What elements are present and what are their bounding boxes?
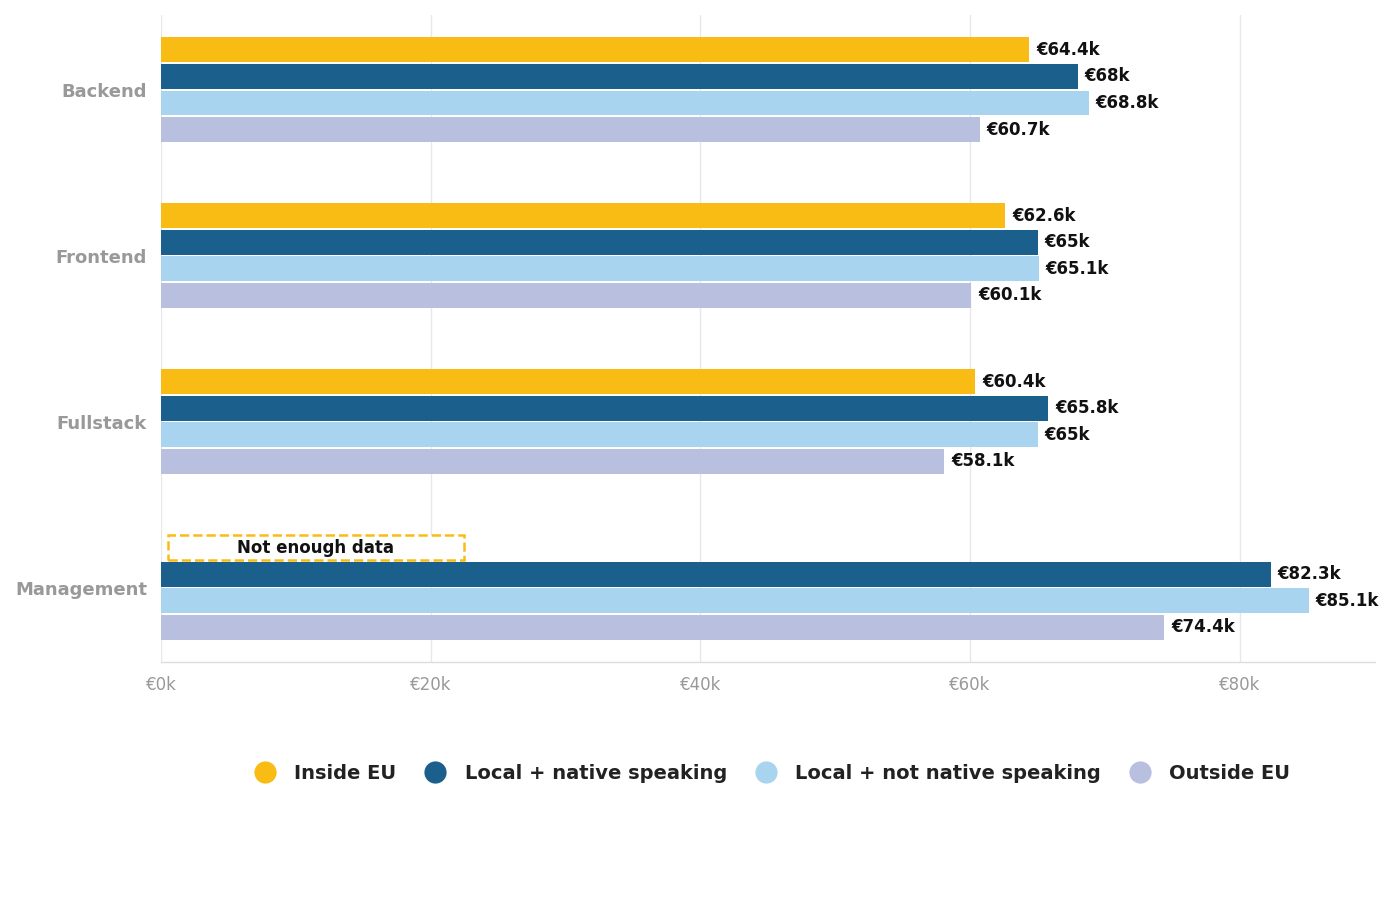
Bar (161, 396, 1049, 420)
Text: Not enough data: Not enough data (238, 538, 395, 557)
Bar (161, 90, 1089, 115)
Bar (161, 37, 1029, 62)
Text: €65k: €65k (1044, 426, 1089, 444)
Text: €85.1k: €85.1k (1316, 592, 1379, 610)
Text: €60.1k: €60.1k (979, 287, 1042, 305)
Bar (161, 615, 1165, 640)
Bar (161, 369, 976, 394)
Bar (161, 117, 980, 142)
Bar (161, 562, 1271, 586)
Bar (161, 422, 1037, 447)
Bar (161, 64, 1078, 89)
Text: €65.8k: €65.8k (1056, 400, 1119, 418)
Text: €68k: €68k (1085, 68, 1130, 86)
Bar (161, 256, 1039, 281)
Text: €60.4k: €60.4k (983, 373, 1046, 391)
Bar (161, 449, 945, 474)
Text: €62.6k: €62.6k (1012, 207, 1075, 225)
Bar (161, 588, 1309, 613)
Text: €64.4k: €64.4k (1036, 41, 1100, 59)
Text: €82.3k: €82.3k (1278, 566, 1341, 584)
Text: €65k: €65k (1044, 234, 1089, 252)
Legend: Inside EU, Local + native speaking, Local + not native speaking, Outside EU: Inside EU, Local + native speaking, Loca… (238, 756, 1298, 791)
Text: €68.8k: €68.8k (1095, 94, 1159, 112)
Text: €74.4k: €74.4k (1170, 619, 1235, 637)
Text: €65.1k: €65.1k (1046, 260, 1109, 278)
Bar (161, 203, 1005, 228)
FancyBboxPatch shape (168, 535, 465, 560)
Bar (161, 230, 1037, 254)
Text: €60.7k: €60.7k (986, 121, 1050, 139)
Text: €58.1k: €58.1k (951, 453, 1015, 471)
Bar (161, 283, 972, 308)
